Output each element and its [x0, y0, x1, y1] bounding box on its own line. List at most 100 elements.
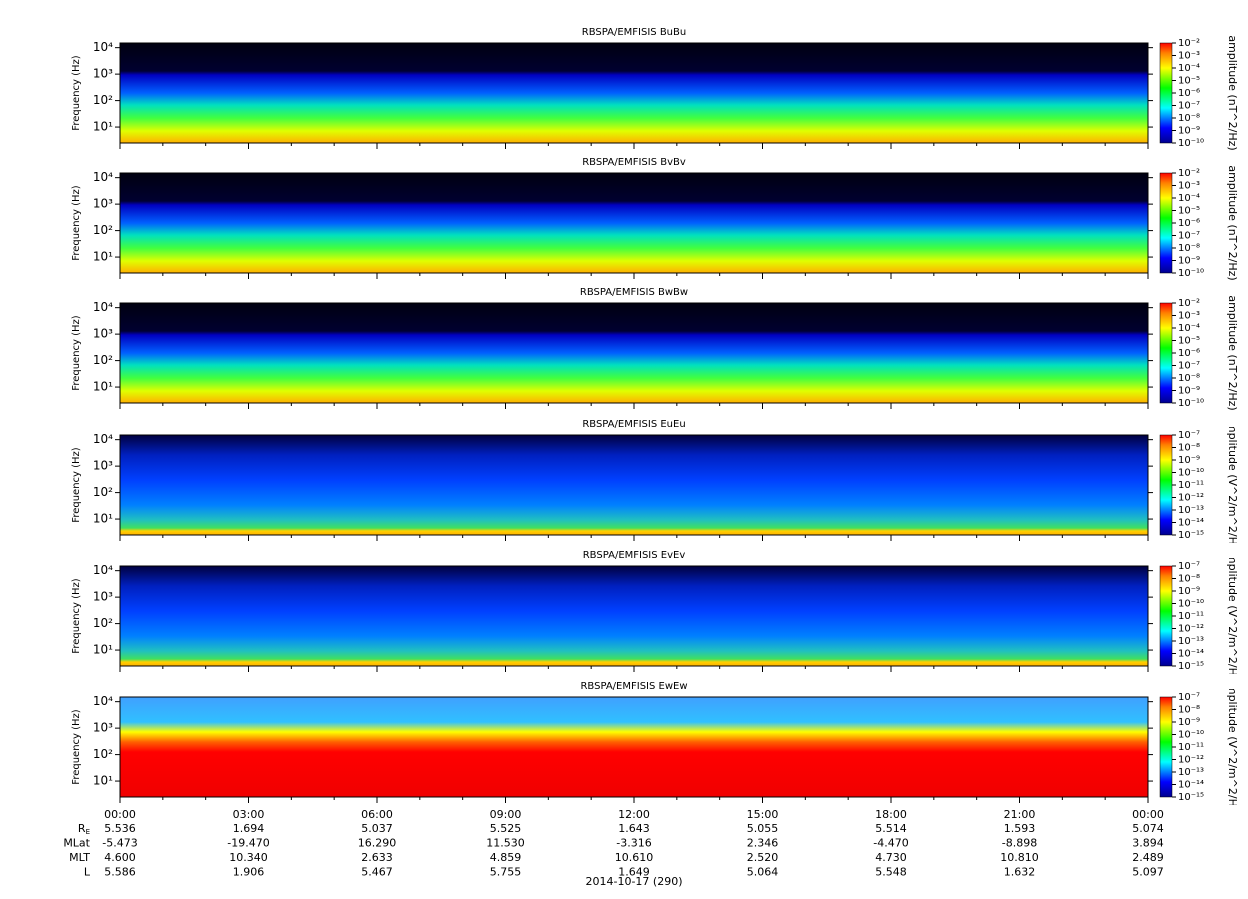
y-tick-label: 10¹ — [93, 643, 113, 657]
ephemeris-label: MLT — [69, 851, 90, 864]
ephemeris-value: 5.548 — [875, 866, 907, 879]
y-tick-label: 10² — [93, 485, 113, 499]
panel-title: RBSPA/EMFISIS BuBu — [582, 27, 686, 38]
colorbar-label: amplitude (nT^2/Hz) — [1226, 35, 1239, 150]
ephemeris-value: 5.037 — [361, 822, 393, 835]
colorbar-label-clip: amplitude (nT^2/Hz) — [1226, 165, 1239, 280]
ephemeris-value: 5.064 — [747, 866, 779, 879]
ephemeris-value: 1.906 — [233, 866, 265, 879]
colorbar-tick-label: 10⁻² — [1178, 38, 1200, 49]
ephemeris-value: -3.316 — [616, 837, 651, 850]
y-tick-label: 10² — [93, 616, 113, 630]
panel-title: RBSPA/EMFISIS BvBv — [582, 157, 686, 168]
colorbar-tick-label: 10⁻⁸ — [1178, 243, 1200, 254]
x-tick-label: 00:00 — [1132, 808, 1164, 821]
ephemeris-label-text: MLat — [63, 837, 90, 850]
colorbar-tick-label: 10⁻⁵ — [1178, 206, 1200, 217]
ephemeris-value: -5.473 — [102, 837, 137, 850]
ephemeris-label-text: L — [84, 866, 91, 879]
panel-title: RBSPA/EMFISIS EuEu — [582, 419, 685, 430]
ephemeris-value: 1.649 — [618, 866, 650, 879]
date-label: 2014-10-17 (290) — [585, 875, 682, 888]
y-tick-label: 10¹ — [93, 380, 113, 394]
ephemeris-value: 5.055 — [747, 822, 779, 835]
colorbar-tick-label: 10⁻⁵ — [1178, 76, 1200, 87]
y-axis-label: Frequency (Hz) — [71, 447, 82, 523]
y-tick-label: 10³ — [93, 721, 113, 735]
ephemeris-label: L — [84, 866, 91, 879]
colorbar — [1159, 302, 1173, 404]
colorbar-tick-label: 10⁻¹⁰ — [1178, 138, 1204, 149]
y-tick-label: 10³ — [93, 327, 113, 341]
colorbar-tick-label: 10⁻¹² — [1178, 755, 1204, 766]
ephemeris-value: -4.470 — [873, 837, 908, 850]
colorbar-tick-label: 10⁻¹² — [1178, 624, 1204, 635]
ephemeris-value: 1.632 — [1004, 866, 1036, 879]
colorbar — [1159, 434, 1173, 536]
colorbar-label: amplitude (nT^2/Hz) — [1226, 165, 1239, 280]
colorbar-label-clip: amplitude (nT^2/Hz) — [1226, 35, 1239, 150]
y-tick-label: 10¹ — [93, 512, 113, 526]
y-tick-label: 10⁴ — [93, 563, 113, 577]
y-tick-label: 10⁴ — [93, 694, 113, 708]
colorbar-tick-label: 10⁻¹⁰ — [1178, 398, 1204, 409]
colorbar-tick-label: 10⁻⁹ — [1178, 126, 1200, 137]
y-tick-label: 10¹ — [93, 120, 113, 134]
ephemeris-value: 3.894 — [1132, 837, 1164, 850]
ephemeris-label-sub: E — [86, 828, 90, 836]
colorbar-tick-label: 10⁻³ — [1178, 311, 1200, 322]
x-tick-label: 18:00 — [875, 808, 907, 821]
colorbar-tick-label: 10⁻⁶ — [1178, 218, 1200, 229]
y-tick-label: 10² — [93, 747, 113, 761]
colorbar — [1159, 42, 1173, 144]
colorbar-tick-label: 10⁻⁸ — [1178, 373, 1200, 384]
ephemeris-value: 5.755 — [490, 866, 522, 879]
colorbar-label-clip: amplitude (V^2/m^2/Hz) — [1226, 546, 1239, 686]
colorbar-tick-label: 10⁻¹⁰ — [1178, 268, 1204, 279]
ephemeris-value: 5.074 — [1132, 822, 1164, 835]
colorbar-tick-label: 10⁻¹⁰ — [1178, 599, 1204, 610]
colorbar-tick-label: 10⁻⁷ — [1178, 101, 1200, 112]
ephemeris-value: 5.536 — [104, 822, 136, 835]
colorbar-tick-label: 10⁻¹⁰ — [1178, 730, 1204, 741]
colorbar-tick-label: 10⁻¹⁵ — [1178, 792, 1204, 803]
colorbar-tick-label: 10⁻³ — [1178, 181, 1200, 192]
colorbar-label-clip: amplitude (V^2/m^2/Hz) — [1226, 427, 1239, 543]
ephemeris-value: 1.593 — [1004, 822, 1036, 835]
colorbar-tick-label: 10⁻⁸ — [1178, 443, 1200, 454]
colorbar-tick-label: 10⁻¹⁵ — [1178, 530, 1204, 541]
ephemeris-value: 4.600 — [104, 851, 136, 864]
colorbar-label: amplitude (V^2/m^2/Hz) — [1226, 677, 1239, 817]
colorbar-tick-label: 10⁻¹³ — [1178, 505, 1204, 516]
colorbar-tick-label: 10⁻⁴ — [1178, 193, 1200, 204]
y-axis-label: Frequency (Hz) — [71, 709, 82, 785]
colorbar-tick-label: 10⁻² — [1178, 168, 1200, 179]
panel-title: RBSPA/EMFISIS EvEv — [583, 550, 686, 561]
y-tick-label: 10⁴ — [93, 432, 113, 446]
colorbar-tick-label: 10⁻⁴ — [1178, 63, 1200, 74]
x-tick-label: 15:00 — [747, 808, 779, 821]
colorbar-tick-label: 10⁻⁹ — [1178, 455, 1200, 466]
y-axis-label: Frequency (Hz) — [71, 55, 82, 131]
colorbar-label-clip: amplitude (nT^2/Hz) — [1226, 295, 1239, 410]
colorbar-tick-label: 10⁻⁷ — [1178, 430, 1200, 441]
colorbar-label: amplitude (V^2/m^2/Hz) — [1226, 546, 1239, 686]
colorbar-tick-label: 10⁻¹¹ — [1178, 611, 1204, 622]
ephemeris-value: 5.525 — [490, 822, 522, 835]
ephemeris-value: 2.633 — [361, 851, 393, 864]
x-tick-label: 12:00 — [618, 808, 650, 821]
y-tick-label: 10² — [93, 353, 113, 367]
ephemeris-value: 1.694 — [233, 822, 265, 835]
colorbar-tick-label: 10⁻² — [1178, 298, 1200, 309]
ephemeris-value: 5.586 — [104, 866, 136, 879]
spectrogram-image — [120, 435, 1148, 535]
x-tick-label: 03:00 — [233, 808, 265, 821]
y-tick-label: 10³ — [93, 590, 113, 604]
ephemeris-label-text: R — [78, 822, 86, 835]
ephemeris-value: 16.290 — [358, 837, 397, 850]
colorbar-tick-label: 10⁻¹⁴ — [1178, 649, 1204, 660]
y-tick-label: 10³ — [93, 197, 113, 211]
colorbar-label: amplitude (nT^2/Hz) — [1226, 295, 1239, 410]
ephemeris-value: 2.489 — [1132, 851, 1164, 864]
ephemeris-value: 2.346 — [747, 837, 779, 850]
